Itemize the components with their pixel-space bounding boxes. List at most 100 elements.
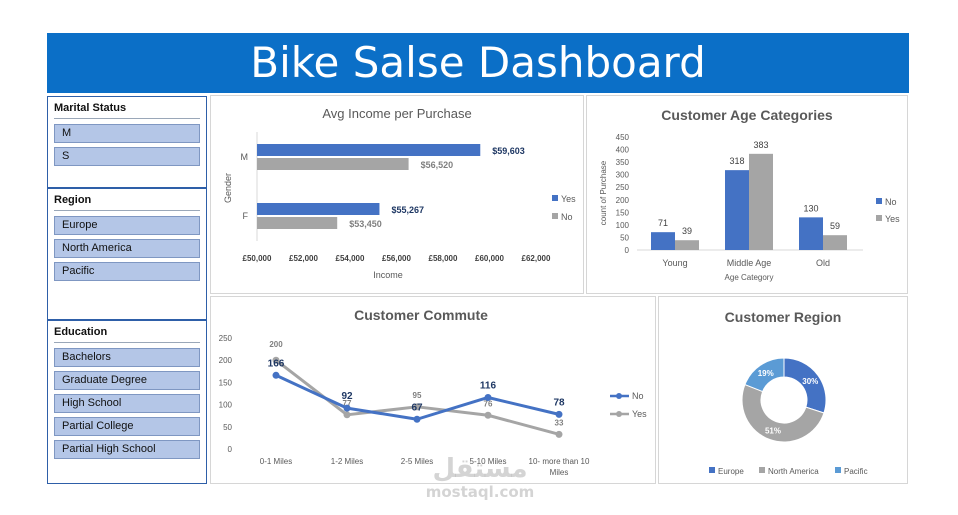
data-label: 92 bbox=[341, 391, 353, 402]
region-slicer: Region Europe North America Pacific bbox=[47, 188, 207, 320]
legend-label: No bbox=[561, 212, 573, 222]
watermark-latin: mostaql.com bbox=[425, 483, 535, 501]
tick-label: 300 bbox=[616, 171, 630, 180]
category-label: 10- more than 10 bbox=[529, 457, 590, 466]
chart-title: Customer Age Categories bbox=[661, 107, 833, 123]
data-point bbox=[555, 410, 563, 418]
legend-swatch bbox=[759, 467, 765, 473]
data-label: 78 bbox=[553, 397, 565, 408]
tick-label: £50,000 bbox=[243, 254, 272, 263]
tick-label: 450 bbox=[616, 133, 630, 142]
legend-swatch bbox=[876, 198, 882, 204]
category-label: 1-2 Miles bbox=[331, 457, 363, 466]
slicer-item-partial-college[interactable]: Partial College bbox=[54, 417, 200, 436]
education-slicer: Education Bachelors Graduate Degree High… bbox=[47, 320, 207, 484]
tick-label: 400 bbox=[616, 146, 630, 155]
tick-label: 200 bbox=[616, 196, 630, 205]
bar bbox=[749, 153, 773, 250]
tick-label: 150 bbox=[616, 208, 630, 217]
legend-label: North America bbox=[768, 467, 819, 476]
slicer-item-north-america[interactable]: North America bbox=[54, 239, 200, 258]
category-label: 5-10 Miles bbox=[470, 457, 507, 466]
data-label: 383 bbox=[753, 140, 768, 150]
age-categories-chart: Customer Age Categories 0 50 100 150 200 250 30… bbox=[586, 95, 908, 294]
legend-label: No bbox=[632, 391, 644, 401]
tick-label: £60,000 bbox=[475, 254, 504, 263]
tick-label: 0 bbox=[625, 246, 630, 255]
slicer-item-high-school[interactable]: High School bbox=[54, 394, 200, 413]
tick-label: £62,000 bbox=[522, 254, 551, 263]
legend-label: No bbox=[885, 197, 897, 207]
data-label: 71 bbox=[658, 218, 668, 228]
slicer-item-pacific[interactable]: Pacific bbox=[54, 262, 200, 281]
data-point bbox=[343, 404, 351, 412]
y-axis-label: count of Purchase bbox=[599, 160, 608, 225]
data-label: $53,450 bbox=[349, 219, 382, 229]
y-axis-label: Gender bbox=[223, 173, 233, 203]
data-label: 130 bbox=[803, 203, 818, 213]
slicer-divider bbox=[54, 210, 200, 211]
slicer-item-m[interactable]: M bbox=[54, 124, 200, 143]
slicer-title: Education bbox=[54, 326, 108, 338]
data-label: 116 bbox=[480, 380, 497, 391]
data-point bbox=[413, 403, 421, 411]
legend-swatch bbox=[835, 467, 841, 473]
category-label: Miles bbox=[550, 468, 569, 477]
tick-label: 350 bbox=[616, 158, 630, 167]
tick-label: 250 bbox=[219, 334, 233, 343]
avg-income-chart: Avg Income per Purchase M $59,603 $56,520 F $… bbox=[210, 95, 584, 294]
legend-marker bbox=[616, 411, 622, 417]
data-label: 39 bbox=[682, 226, 692, 236]
bar bbox=[257, 217, 338, 229]
tick-label: 0 bbox=[228, 445, 233, 454]
region-chart: Customer Region 30% 51% 19% Europe North Amer… bbox=[658, 296, 908, 484]
slicer-item-graduate-degree[interactable]: Graduate Degree bbox=[54, 371, 200, 390]
bar bbox=[675, 240, 699, 250]
tick-label: 100 bbox=[219, 401, 233, 410]
data-label: 200 bbox=[269, 340, 283, 349]
tick-label: 100 bbox=[616, 221, 630, 230]
legend-label: Yes bbox=[885, 214, 900, 224]
data-label: $56,520 bbox=[421, 160, 454, 170]
bar bbox=[799, 217, 823, 250]
dashboard-title: Bike Salse Dashboard bbox=[250, 38, 706, 87]
bar bbox=[257, 203, 380, 215]
data-point bbox=[484, 393, 492, 401]
data-point bbox=[272, 356, 280, 364]
data-label: 77 bbox=[343, 399, 352, 408]
legend-label: Yes bbox=[632, 409, 647, 419]
slicer-item-europe[interactable]: Europe bbox=[54, 216, 200, 235]
title-banner: Bike Salse Dashboard bbox=[47, 33, 909, 93]
watermark: مستقل mostaql.com bbox=[420, 455, 540, 501]
category-label: 0-1 Miles bbox=[260, 457, 292, 466]
data-label: 166 bbox=[268, 358, 285, 369]
slicer-item-partial-high-school[interactable]: Partial High School bbox=[54, 440, 200, 459]
slicer-divider bbox=[54, 342, 200, 343]
donut-slice bbox=[741, 383, 825, 443]
chart-title: Customer Commute bbox=[354, 307, 488, 323]
category-label: Middle Age bbox=[727, 258, 772, 268]
category-label: Old bbox=[816, 258, 830, 268]
tick-label: £54,000 bbox=[336, 254, 365, 263]
data-label: 30% bbox=[802, 377, 818, 386]
legend-label: Europe bbox=[718, 467, 744, 476]
age-categories-svg: Customer Age Categories 0 50 100 150 200 250 30… bbox=[599, 107, 900, 282]
data-label: 33 bbox=[555, 418, 564, 427]
category-label: F bbox=[243, 211, 249, 221]
data-label: 95 bbox=[413, 391, 422, 400]
data-label: $55,267 bbox=[391, 205, 424, 215]
marital-status-slicer: Marital Status M S bbox=[47, 96, 207, 188]
data-label: 67 bbox=[411, 402, 423, 413]
watermark-arabic: مستقل bbox=[432, 454, 528, 484]
data-point bbox=[272, 371, 280, 379]
slicer-item-bachelors[interactable]: Bachelors bbox=[54, 348, 200, 367]
tick-label: £56,000 bbox=[382, 254, 411, 263]
slicer-item-s[interactable]: S bbox=[54, 147, 200, 166]
category-label: M bbox=[241, 152, 249, 162]
bar bbox=[651, 232, 675, 250]
avg-income-svg: Avg Income per Purchase M $59,603 $56,520 F $… bbox=[223, 106, 576, 280]
commute-svg: Customer Commute 0 50 100 150 200 250 0-1 Miles… bbox=[219, 307, 648, 477]
data-label: 19% bbox=[758, 369, 774, 378]
legend-label: Yes bbox=[561, 194, 576, 204]
x-axis-label: Age Category bbox=[725, 273, 774, 282]
